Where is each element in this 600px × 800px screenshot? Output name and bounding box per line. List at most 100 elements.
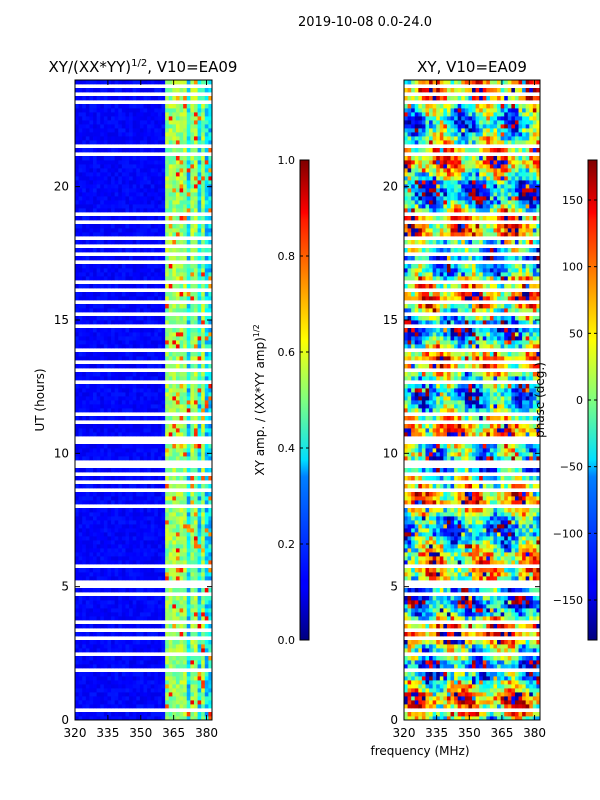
heatmap-cell xyxy=(204,268,209,273)
heatmap-cell xyxy=(89,268,94,273)
heatmap-cell xyxy=(204,512,209,517)
heatmap-cell xyxy=(208,356,213,361)
heatmap-cell xyxy=(139,496,144,501)
heatmap-cell xyxy=(78,528,83,533)
heatmap-cell xyxy=(125,448,130,453)
heatmap-cell xyxy=(78,544,83,549)
heatmap-cell xyxy=(175,616,180,621)
heatmap-cell xyxy=(139,356,144,361)
heatmap-cell xyxy=(78,88,83,93)
heatmap-cell xyxy=(161,604,166,609)
heatmap-cell xyxy=(179,468,184,473)
heatmap-cell xyxy=(186,156,191,161)
heatmap-cell xyxy=(150,112,155,117)
heatmap-cell xyxy=(150,428,155,433)
heatmap-cell xyxy=(129,276,134,281)
heatmap-cell xyxy=(82,612,87,617)
heatmap-cell xyxy=(518,716,523,721)
heatmap-cell xyxy=(161,696,166,701)
heatmap-cell xyxy=(154,156,159,161)
heatmap-cell xyxy=(172,180,177,185)
heatmap-cell xyxy=(147,528,152,533)
heatmap-cell xyxy=(107,444,112,449)
heatmap-cell xyxy=(89,624,94,629)
heatmap-cell xyxy=(100,264,105,269)
heatmap-cell xyxy=(139,672,144,677)
heatmap-cell xyxy=(500,712,505,717)
heatmap-cell xyxy=(190,388,195,393)
heatmap-cell xyxy=(78,572,83,577)
heatmap-cell xyxy=(96,416,101,421)
heatmap-cell xyxy=(129,456,134,461)
heatmap-cell xyxy=(175,404,180,409)
heatmap-cell xyxy=(107,452,112,457)
heatmap-cell xyxy=(78,604,83,609)
heatmap-cell xyxy=(85,624,90,629)
heatmap-cell xyxy=(197,476,202,481)
heatmap-cell xyxy=(175,632,180,637)
heatmap-cell xyxy=(85,692,90,697)
heatmap-cell xyxy=(132,356,137,361)
heatmap-cell xyxy=(103,308,108,313)
heatmap-cell xyxy=(118,456,123,461)
heatmap-cell xyxy=(147,104,152,109)
heatmap-cell xyxy=(103,140,108,145)
heatmap-cell xyxy=(157,376,162,381)
heatmap-cell xyxy=(121,680,126,685)
heatmap-row xyxy=(75,576,213,581)
heatmap-cell xyxy=(147,572,152,577)
heatmap-cell xyxy=(139,560,144,565)
heatmap-cell xyxy=(96,304,101,309)
heatmap-cell xyxy=(75,444,80,449)
heatmap-cell xyxy=(175,268,180,273)
heatmap-cell xyxy=(204,452,209,457)
heatmap-cell xyxy=(89,640,94,645)
heatmap-cell xyxy=(147,176,152,181)
heatmap-cell xyxy=(89,184,94,189)
heatmap-cell xyxy=(82,484,87,489)
heatmap-cell xyxy=(143,120,148,125)
heatmap-cell xyxy=(190,656,195,661)
heatmap-cell xyxy=(157,704,162,709)
heatmap-cell xyxy=(111,408,116,413)
heatmap-cell xyxy=(132,328,137,333)
heatmap-cell xyxy=(100,540,105,545)
heatmap-cell xyxy=(121,104,126,109)
heatmap-cell xyxy=(93,536,98,541)
heatmap-cell xyxy=(114,552,119,557)
heatmap-cell xyxy=(85,428,90,433)
heatmap-row xyxy=(75,216,213,221)
heatmap-cell xyxy=(82,400,87,405)
heatmap-cell xyxy=(125,180,130,185)
heatmap-cell xyxy=(190,404,195,409)
heatmap-cell xyxy=(89,388,94,393)
heatmap-cell xyxy=(175,576,180,581)
heatmap-cell xyxy=(132,660,137,665)
heatmap-cell xyxy=(118,408,123,413)
heatmap-cell xyxy=(139,248,144,253)
heatmap-cell xyxy=(121,476,126,481)
heatmap-cell xyxy=(147,172,152,177)
heatmap-cell xyxy=(75,156,80,161)
heatmap-cell xyxy=(93,680,98,685)
heatmap-cell xyxy=(107,388,112,393)
heatmap-cell xyxy=(78,384,83,389)
heatmap-cell xyxy=(486,712,491,717)
heatmap-cell xyxy=(132,192,137,197)
heatmap-cell xyxy=(186,384,191,389)
heatmap-cell xyxy=(157,604,162,609)
heatmap-cell xyxy=(197,400,202,405)
heatmap-cell xyxy=(143,588,148,593)
heatmap-cell xyxy=(121,468,126,473)
heatmap-cell xyxy=(161,560,166,565)
heatmap-cell xyxy=(139,96,144,101)
heatmap-cell xyxy=(172,120,177,125)
heatmap-cell xyxy=(139,680,144,685)
heatmap-cell xyxy=(85,568,90,573)
heatmap-cell xyxy=(132,164,137,169)
heatmap-cell xyxy=(147,512,152,517)
heatmap-cell xyxy=(132,644,137,649)
heatmap-cell xyxy=(150,444,155,449)
heatmap-cell xyxy=(154,396,159,401)
heatmap-cell xyxy=(454,692,459,697)
